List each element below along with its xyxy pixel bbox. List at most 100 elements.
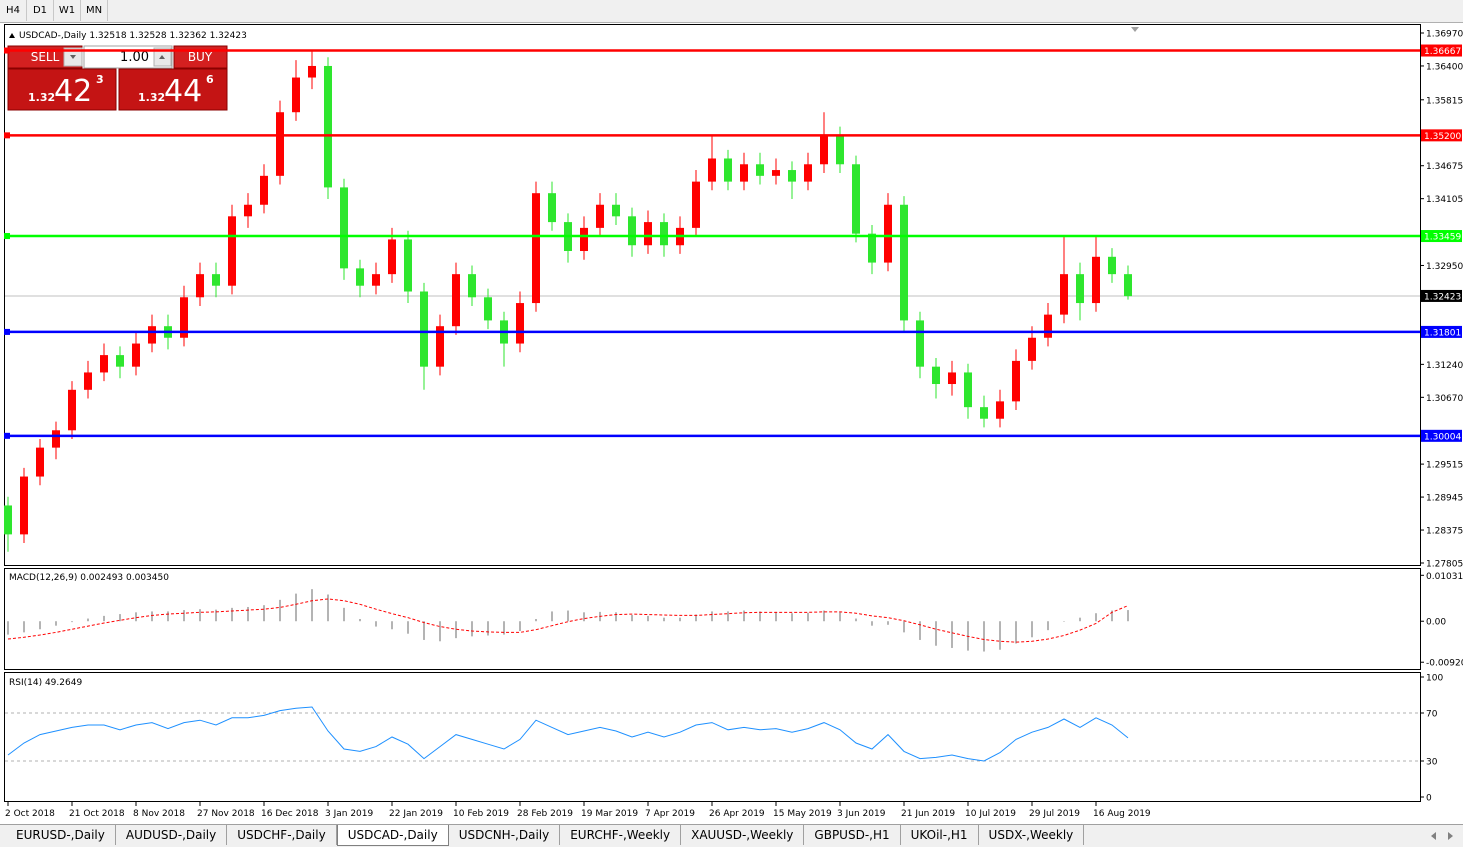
y-tick-label: 1.31240 <box>1426 361 1463 371</box>
candle-body <box>340 187 348 269</box>
level-marker <box>4 132 10 139</box>
y-tick-label: 100 <box>1426 674 1443 684</box>
x-tick-label: 27 Nov 2018 <box>197 809 255 819</box>
candle-body <box>308 65 316 78</box>
chart-tab[interactable]: UKOil-,H1 <box>901 825 979 845</box>
macd-bar <box>215 609 217 622</box>
chart-tab[interactable]: USDCHF-,Daily <box>227 825 337 845</box>
macd-bar <box>503 621 505 635</box>
chart-background <box>0 22 1463 824</box>
level-marker <box>4 328 10 335</box>
x-tick-label: 8 Nov 2018 <box>133 809 185 819</box>
macd-bar <box>679 617 681 622</box>
macd-bar <box>471 621 473 637</box>
macd-bar <box>1031 621 1033 638</box>
macd-bar <box>455 621 457 639</box>
macd-bar <box>375 621 377 627</box>
candle-body <box>548 193 556 223</box>
macd-bar <box>439 621 441 642</box>
bid-box[interactable] <box>7 68 117 111</box>
x-tick-label: 22 Jan 2019 <box>389 809 443 819</box>
level-label: 1.36667 <box>1424 47 1461 57</box>
candle-body <box>900 204 908 321</box>
candle-body <box>820 135 828 165</box>
timeframe-button[interactable]: H4 <box>0 0 27 21</box>
candle-body <box>836 135 844 165</box>
macd-bar <box>487 621 489 636</box>
macd-bar <box>567 610 569 622</box>
indicator-line <box>7 706 1129 762</box>
x-tick-label: 21 Oct 2018 <box>69 809 125 819</box>
timeframe-toolbar: H4 D1 W1 MN <box>0 0 1463 23</box>
timeframe-button[interactable]: D1 <box>27 0 54 21</box>
current-price-box <box>1421 289 1462 302</box>
macd-bar <box>1047 621 1049 631</box>
chart-tab[interactable]: USDCNH-,Daily <box>449 825 561 845</box>
macd-bar <box>55 621 57 626</box>
current-price-label: 1.32423 <box>1424 292 1461 302</box>
rsi-title: RSI(14) 49.2649 <box>9 678 82 688</box>
candle-body <box>484 297 492 321</box>
macd-bar <box>39 621 41 630</box>
macd-bar <box>631 614 633 622</box>
x-tick-label: 21 Jun 2019 <box>901 809 955 819</box>
chart-shift-marker[interactable] <box>1131 27 1139 32</box>
y-tick-label: 1.36970 <box>1426 30 1463 40</box>
volume-value[interactable]: 1.00 <box>120 50 149 65</box>
tab-scroll-right[interactable] <box>1448 832 1453 840</box>
candle-body <box>1060 274 1068 315</box>
candle-body <box>788 170 796 182</box>
macd-bar <box>727 611 729 622</box>
candle-body <box>388 239 396 275</box>
ask-fraction: 6 <box>206 73 214 86</box>
macd-bar <box>263 605 265 622</box>
sell-label[interactable]: SELL <box>31 50 60 64</box>
candle-body <box>884 204 892 263</box>
candle-body <box>1012 360 1020 402</box>
macd-bar <box>519 621 521 632</box>
x-tick-label: 29 Jul 2019 <box>1029 809 1080 819</box>
candle-body <box>916 320 924 367</box>
macd-bar <box>1015 621 1017 644</box>
candle-body <box>708 158 716 182</box>
candle-body <box>580 227 588 252</box>
macd-bar <box>535 619 537 622</box>
level-label-box <box>1421 325 1462 338</box>
chart-tab[interactable]: USDCAD-,Daily <box>336 825 449 846</box>
y-tick-label: 1.28375 <box>1426 527 1463 537</box>
candle-body <box>964 372 972 408</box>
candle-body <box>628 216 636 246</box>
chart-tab[interactable]: XAUUSD-,Weekly <box>681 825 805 845</box>
chart-tab[interactable]: EURUSD-,Daily <box>6 825 116 845</box>
chart-tabs: EURUSD-,Daily AUDUSD-,Daily USDCHF-,Daily U… <box>0 824 1463 847</box>
ask-pips: 44 <box>164 74 202 109</box>
tab-scroll-left[interactable] <box>1431 832 1436 840</box>
candle-body <box>148 326 156 344</box>
tab-scroll[interactable] <box>1428 830 1458 842</box>
level-label-box <box>1421 44 1462 57</box>
macd-bar <box>407 621 409 634</box>
candle-body <box>468 274 476 298</box>
chart-tab[interactable]: AUDUSD-,Daily <box>116 825 228 845</box>
macd-bar <box>551 611 553 622</box>
chart-tab[interactable]: EURCHF-,Weekly <box>560 825 682 845</box>
candle-body <box>132 343 140 367</box>
macd-bar <box>791 613 793 622</box>
timeframe-button[interactable]: MN <box>81 0 108 21</box>
macd-bar <box>327 594 329 622</box>
y-tick-label: 1.27805 <box>1426 560 1463 570</box>
buy-label[interactable]: BUY <box>188 50 213 64</box>
macd-bar <box>151 611 153 622</box>
macd-bar <box>919 621 921 640</box>
candle-body <box>804 164 812 182</box>
candle-body <box>84 372 92 390</box>
chart-tab[interactable]: USDX-,Weekly <box>979 825 1085 845</box>
chart-tab[interactable]: GBPUSD-,H1 <box>804 825 901 845</box>
macd-bar <box>343 607 345 622</box>
ask-box[interactable] <box>118 68 228 111</box>
timeframe-button[interactable]: W1 <box>54 0 81 21</box>
candle-body <box>228 216 236 286</box>
macd-bar <box>935 621 937 646</box>
macd-bar <box>999 621 1001 650</box>
candle-body <box>532 193 540 304</box>
